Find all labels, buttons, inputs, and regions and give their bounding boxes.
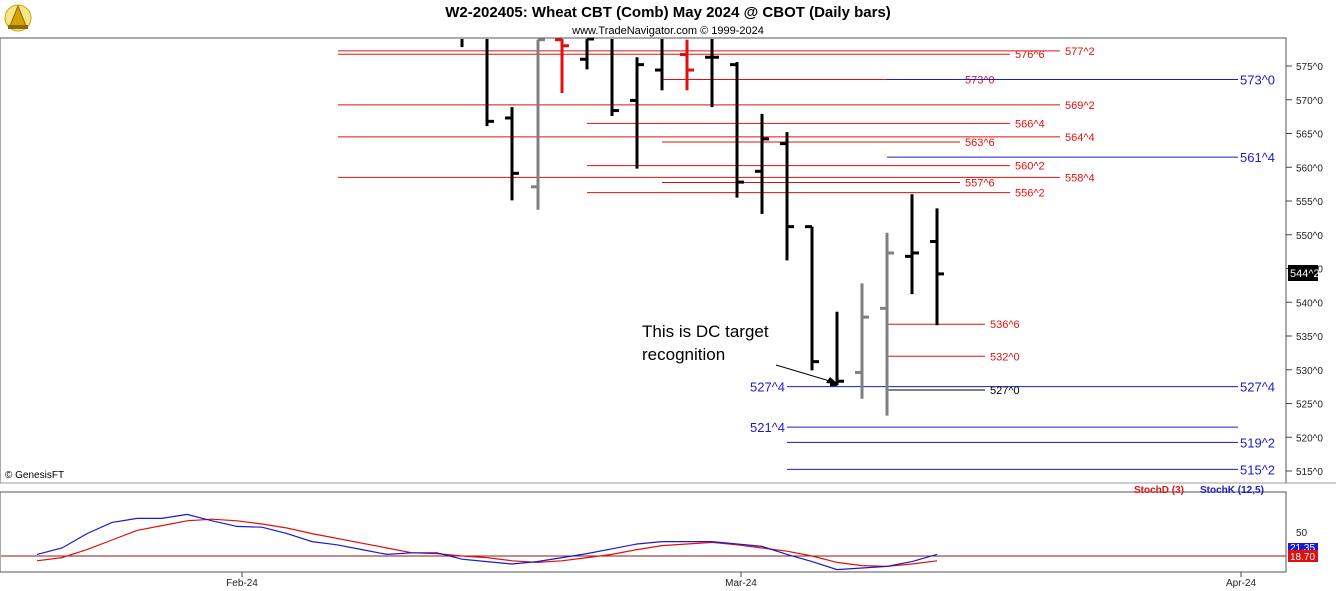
level-label: 527^0	[990, 385, 1020, 397]
chart-title: W2-202405: Wheat CBT (Comb) May 2024 @ C…	[445, 4, 891, 21]
legend-stoch-d: StochD (3)	[1134, 485, 1184, 496]
stoch-last-badges: 21.35 18.70	[1288, 543, 1318, 563]
level-label: 566^4	[1015, 118, 1045, 130]
price-bar	[755, 113, 769, 214]
level-label: 527^4	[750, 380, 785, 395]
price-bar	[905, 194, 919, 295]
level-label: 527^4	[1240, 380, 1275, 395]
price-bar	[580, 37, 594, 70]
y-tick-label: 535^0	[1296, 332, 1323, 343]
price-bar	[880, 232, 894, 416]
y-tick-label: 525^0	[1296, 400, 1323, 411]
price-bar	[610, 39, 619, 116]
level-label: 536^6	[990, 319, 1020, 331]
y-tick-label: 570^0	[1296, 96, 1323, 107]
price-bar	[531, 38, 545, 210]
stoch-k-last: 21.35	[1290, 543, 1315, 554]
price-bar	[830, 311, 844, 387]
y-tick-label: 540^0	[1296, 298, 1323, 309]
stoch-k-line	[36, 513, 938, 571]
y-tick-label: 520^0	[1296, 433, 1323, 444]
level-label: 515^2	[1240, 462, 1275, 477]
level-label: 560^2	[1015, 161, 1045, 173]
level-label: 564^4	[1065, 132, 1095, 144]
level-label: 577^2	[1065, 46, 1095, 58]
last-price-label: 544^2	[1290, 268, 1320, 280]
stoch-y-tick-label: 50	[1296, 528, 1308, 539]
y-tick-label: 550^0	[1296, 231, 1323, 242]
level-label: 569^2	[1065, 100, 1095, 112]
level-label: 561^4	[1240, 150, 1275, 165]
y-tick-label: 565^0	[1296, 130, 1323, 141]
level-label: 557^6	[965, 177, 995, 189]
y-tick-label: 555^0	[1296, 197, 1323, 208]
price-bar	[655, 39, 664, 91]
level-label: 556^2	[1015, 188, 1045, 200]
level-label: 573^0	[965, 75, 995, 87]
price-bar	[705, 39, 719, 108]
price-bar	[805, 225, 819, 371]
price-bar	[930, 208, 944, 326]
x-tick-label: Mar-24	[725, 578, 757, 589]
level-label: 558^4	[1065, 172, 1095, 184]
logo-icon	[4, 4, 32, 32]
stoch-d-line	[36, 518, 938, 568]
level-label: 521^4	[750, 420, 785, 435]
level-label: 532^0	[990, 351, 1020, 363]
level-label: 576^6	[1015, 49, 1045, 61]
price-bar	[680, 39, 694, 91]
legend-stoch-k: StochK (12,5)	[1200, 485, 1264, 496]
price-bar	[855, 283, 869, 399]
y-tick-label: 515^0	[1296, 467, 1323, 478]
price-bar	[505, 107, 519, 201]
y-tick-label: 560^0	[1296, 163, 1323, 174]
x-tick-label: Feb-24	[226, 578, 258, 589]
price-bar	[555, 38, 569, 93]
stoch-panel-frame	[0, 491, 1287, 573]
annotation-arrow	[775, 364, 838, 384]
annotation-line-1: This is DC target	[642, 322, 769, 341]
level-label: 563^6	[965, 137, 995, 149]
last-price-badge: 544^2	[1288, 265, 1320, 281]
price-bar	[780, 132, 794, 261]
level-label: 519^2	[1240, 435, 1275, 450]
y-tick-label: 530^0	[1296, 366, 1323, 377]
chart-subtitle: www.TradeNavigator.com © 1999-2024	[571, 25, 764, 37]
price-bar	[630, 57, 644, 169]
y-tick-label: 575^0	[1296, 62, 1323, 73]
price-bar	[730, 61, 744, 198]
x-tick-label: Apr-24	[1226, 578, 1256, 589]
price-bar	[485, 39, 494, 127]
level-label: 573^0	[1240, 73, 1275, 88]
stoch-d-last: 18.70	[1290, 552, 1315, 563]
copyright-text: © GenesisFT	[5, 470, 64, 481]
annotation-line-2: recognition	[642, 345, 725, 364]
